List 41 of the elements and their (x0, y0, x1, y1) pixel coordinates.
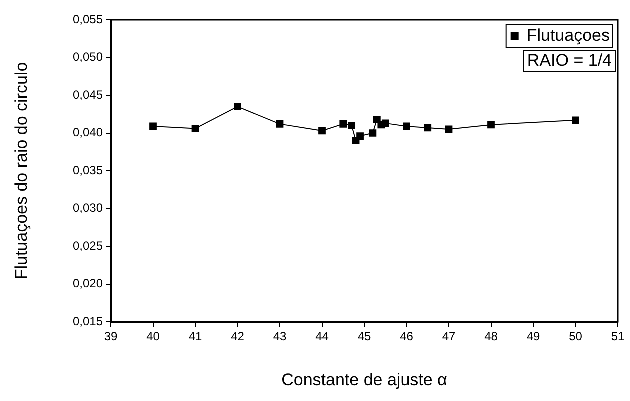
point (318, 127, 326, 135)
y-tick-label: 0,030 (72, 201, 104, 216)
legend-label: Flutuaçoes (526, 26, 610, 46)
point (356, 132, 364, 140)
x-tick-label: 45 (358, 330, 372, 344)
point (192, 125, 200, 132)
y-tick-label: 0,045 (72, 88, 104, 102)
x-tick-label: 41 (188, 330, 202, 344)
point (445, 126, 453, 134)
point (424, 124, 432, 132)
y-tick-label: 0,055 (72, 12, 104, 26)
x-tick-label: 39 (104, 330, 118, 344)
point (369, 130, 377, 137)
annotation: RAIO = 1/4 (523, 50, 616, 72)
x-tick-label: 43 (273, 330, 287, 344)
y-tick-label: 0,040 (72, 126, 104, 140)
x-tick-label: 50 (569, 330, 583, 344)
x-tick-label: 48 (484, 330, 498, 344)
x-axis-title: Constante de ajuste α (282, 370, 448, 390)
x-tick-label: 42 (231, 330, 245, 344)
x-tick-label: 44 (316, 330, 330, 344)
y-tick-label: 0,015 (72, 314, 104, 328)
x-tick-label: 40 (146, 330, 160, 344)
point (488, 121, 495, 129)
y-tick-label: 0,050 (72, 50, 104, 64)
point (276, 120, 284, 128)
x-tick-label: 47 (442, 330, 456, 344)
y-tick-label: 0,020 (72, 276, 104, 291)
point (403, 122, 410, 130)
point (572, 116, 580, 124)
point (150, 122, 157, 130)
x-tick-label: 49 (526, 330, 540, 344)
point (348, 122, 356, 130)
y-axis-title: Flutuaçoes do raio do circulo (12, 62, 31, 280)
y-tick-label: 0,035 (72, 163, 104, 178)
point (340, 120, 348, 128)
y-tick-label: 0,025 (72, 238, 104, 253)
x-tick-label: 51 (611, 330, 625, 344)
x-tick-label: 46 (400, 330, 414, 344)
point (382, 120, 390, 128)
point (234, 103, 242, 111)
